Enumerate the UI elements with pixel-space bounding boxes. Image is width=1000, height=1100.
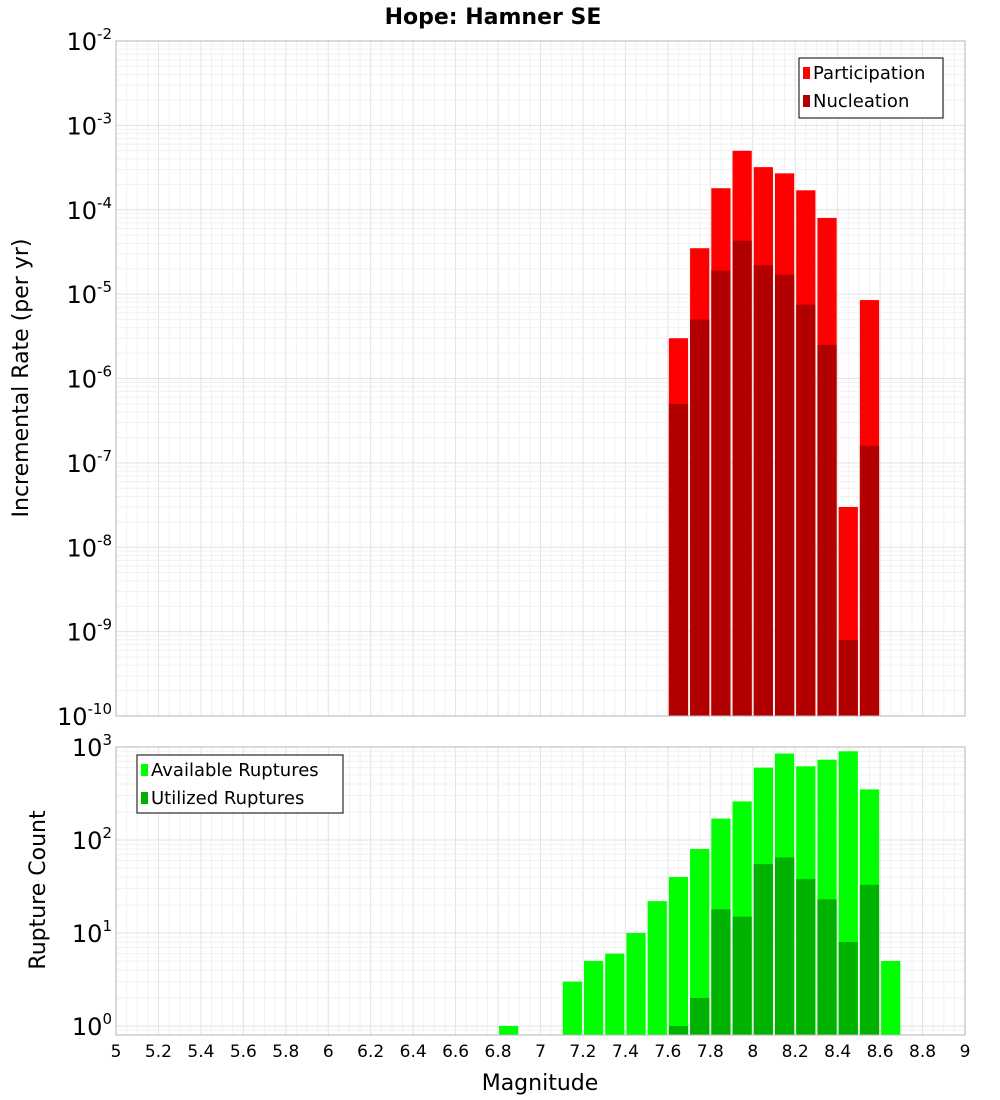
- bottom-xtick-label: 8.2: [782, 1042, 809, 1062]
- bottom-xtick-label: 9: [960, 1042, 971, 1062]
- bottom-xtick-label: 6.8: [485, 1042, 512, 1062]
- bottom-xtick-label: 5.8: [272, 1042, 299, 1062]
- bottom-bar-s2: [838, 942, 858, 1035]
- bottom-bar-s2: [817, 899, 837, 1035]
- top-ytick-label: 10-2: [66, 25, 112, 56]
- top-y-axis-label: Incremental Rate (per yr): [9, 239, 34, 518]
- bottom-y-axis-label: Rupture Count: [26, 810, 51, 970]
- top-bar-s2: [859, 445, 880, 716]
- top-bar-s2: [753, 265, 773, 716]
- bottom-xtick-label: 5.2: [145, 1042, 172, 1062]
- bottom-xtick-label: 5.4: [187, 1042, 214, 1062]
- bottom-xtick-label: 8: [747, 1042, 758, 1062]
- bottom-bar-s1: [583, 960, 604, 1035]
- bottom-bar-s2: [859, 884, 880, 1035]
- bottom-xtick-label: 8.4: [824, 1042, 851, 1062]
- chart-layer: 10-10 10-9 10-8 10-7 10-6 10-5 10-4 10-3 10-2 Par…: [57, 25, 970, 1062]
- top-legend-label: Participation: [813, 63, 925, 84]
- bottom-bar-s1: [605, 953, 625, 1035]
- bottom-bar-s2: [668, 1025, 689, 1035]
- bottom-xtick-label: 5: [111, 1042, 122, 1062]
- top-ytick-label: 10-9: [66, 616, 112, 647]
- bottom-xtick-label: 8.6: [867, 1042, 894, 1062]
- top-ytick-label: 10-6: [66, 363, 112, 394]
- chart-title: Hope: Hamner SE: [385, 5, 602, 30]
- bottom-bar-s1: [499, 1025, 519, 1035]
- bottom-bar-s1: [647, 901, 667, 1035]
- bottom-xtick-label: 8.8: [909, 1042, 936, 1062]
- bottom-xtick-label: 6: [323, 1042, 334, 1062]
- top-bar-s2: [732, 240, 752, 717]
- top-legend-swatch: [803, 95, 810, 107]
- top-legend-box: [798, 57, 944, 119]
- bottom-xtick-label: 6.6: [442, 1042, 469, 1062]
- bottom-ytick-label: 103: [72, 731, 112, 762]
- top-ytick-label: 10-8: [66, 531, 112, 562]
- bottom-bar-s2: [796, 879, 816, 1035]
- top-bar-s2: [690, 319, 710, 716]
- bottom-legend-swatch: [141, 764, 148, 776]
- bottom-bar-s2: [732, 916, 752, 1035]
- bottom-legend-swatch: [141, 792, 148, 804]
- bottom-bar-s1: [626, 932, 646, 1035]
- bottom-ytick-label: 102: [72, 824, 112, 855]
- bottom-bar-s1: [881, 960, 901, 1035]
- bottom-plot-frame: [115, 746, 966, 1036]
- top-ytick-label: 10-10: [57, 700, 112, 731]
- top-bar-s2: [796, 304, 816, 716]
- bottom-xtick-label: 6.2: [357, 1042, 384, 1062]
- bottom-bar-s2: [711, 909, 731, 1035]
- bottom-xtick-label: 7.4: [612, 1042, 639, 1062]
- bottom-legend-label: Available Ruptures: [151, 760, 319, 781]
- bottom-bar-s2: [774, 857, 795, 1035]
- bottom-bar-s1: [562, 981, 582, 1035]
- bottom-xtick-label: 7: [535, 1042, 546, 1062]
- bottom-ytick-label: 100: [72, 1010, 112, 1041]
- bottom-bar-s1: [690, 849, 710, 1035]
- top-legend-swatch: [803, 67, 810, 79]
- top-bar-s2: [668, 403, 689, 716]
- bottom-legend-label: Utilized Ruptures: [151, 788, 304, 809]
- x-axis-label: Magnitude: [482, 1071, 599, 1096]
- top-legend-label: Nucleation: [813, 91, 909, 112]
- bottom-xtick-label: 7.2: [569, 1042, 596, 1062]
- bottom-bar-s2: [690, 997, 710, 1035]
- top-bar-s2: [817, 344, 837, 716]
- top-ytick-label: 10-3: [66, 109, 112, 140]
- top-plot-frame: [115, 40, 966, 717]
- top-ytick-label: 10-4: [66, 194, 112, 225]
- bottom-bar-s2: [753, 864, 773, 1035]
- bottom-bar-s1: [668, 877, 689, 1035]
- bottom-xtick-label: 6.4: [400, 1042, 427, 1062]
- bottom-xtick-label: 5.6: [230, 1042, 257, 1062]
- top-bar-s2: [774, 274, 795, 716]
- bottom-xtick-label: 7.8: [697, 1042, 724, 1062]
- bottom-xtick-label: 7.6: [654, 1042, 681, 1062]
- top-ytick-label: 10-5: [66, 278, 112, 309]
- bottom-legend-box: [136, 754, 344, 814]
- top-bar-s2: [711, 270, 731, 716]
- top-bar-s2: [838, 639, 858, 716]
- bottom-ytick-label: 101: [72, 917, 112, 948]
- top-ytick-label: 10-7: [66, 447, 112, 478]
